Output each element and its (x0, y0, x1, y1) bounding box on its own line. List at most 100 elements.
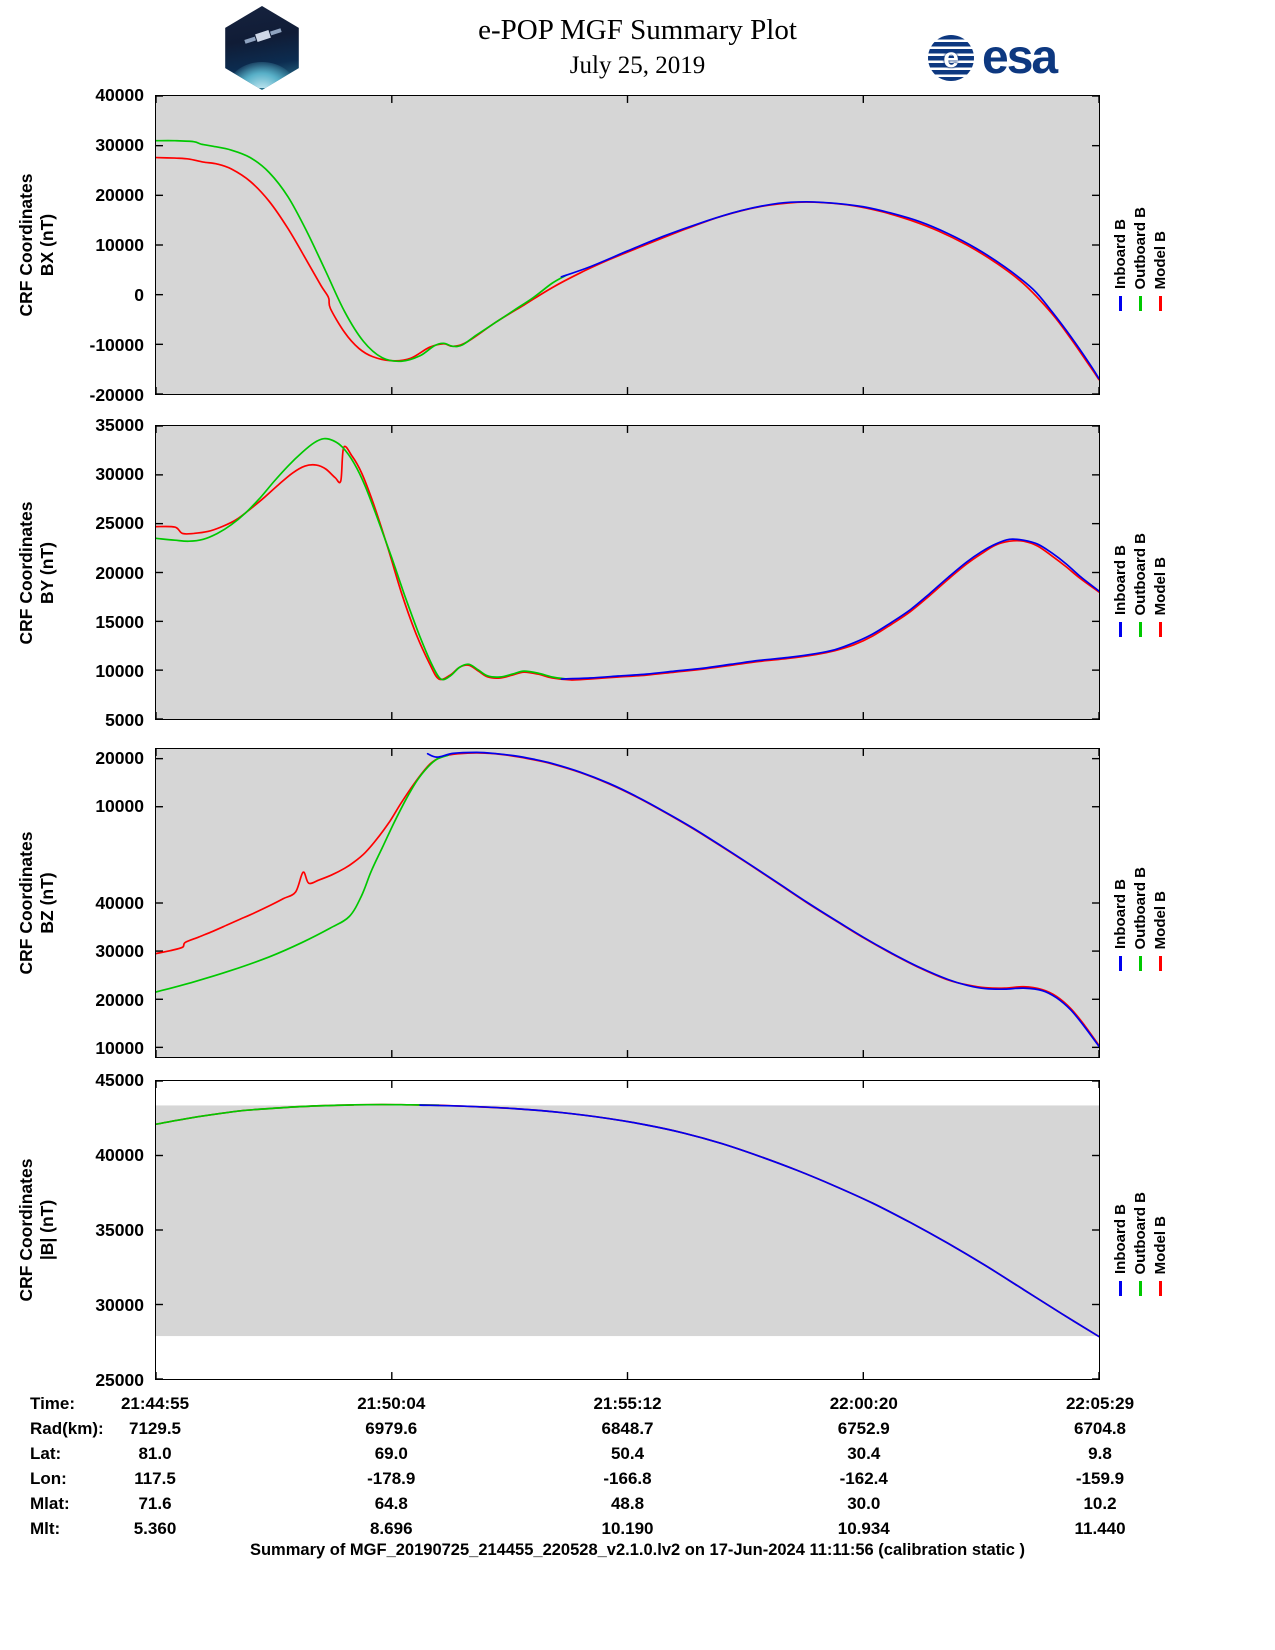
table-cell: 30.0 (847, 1494, 881, 1513)
table-cell: 8.696 (369, 1519, 413, 1538)
legend-color-mark (1119, 1281, 1122, 1296)
plot-background (156, 1105, 1099, 1337)
legend-color-mark (1119, 296, 1122, 311)
table-cell: 10.190 (601, 1519, 654, 1538)
table-cell: 22:05:29 (1065, 1394, 1135, 1413)
y-tick-label: 20000 (95, 562, 144, 583)
legend-label: Inboard B (1112, 219, 1129, 289)
y-tick-label: 20000 (95, 185, 144, 205)
plot-title: e-POP MGF Summary Plot (478, 14, 797, 46)
table-cell: 21:50:04 (357, 1394, 426, 1413)
table-cell: 30.4 (847, 1444, 881, 1463)
table-cell: 7129.5 (129, 1419, 181, 1438)
series-line-inboard-b (560, 538, 1099, 680)
y-tick-label: 5000 (105, 710, 144, 730)
legend-by: Inboard B Outboard B Model B (1112, 455, 1169, 638)
table-cell: 10.934 (837, 1519, 890, 1538)
y-tick-label: 20000 (95, 747, 144, 768)
table-row-label: Mlat: (30, 1494, 70, 1513)
legend-entry: Model B (1152, 231, 1169, 311)
legend-color-mark (1159, 622, 1162, 638)
y-tick-label: 15000 (95, 611, 144, 632)
legend-label: Model B (1152, 230, 1169, 289)
series-line-inboard-b (426, 751, 1099, 1048)
legend-label: Outboard B (1132, 866, 1149, 950)
legend-label: Inboard B (1112, 1204, 1129, 1274)
footer-summary: Summary of MGF_20190725_214455_220528_v2… (249, 1541, 1026, 1559)
table-cell: -178.9 (367, 1469, 416, 1488)
legend-color-mark (1119, 956, 1122, 972)
legend-entry: Inboard B (1112, 879, 1129, 972)
table-cell: 50.4 (610, 1444, 645, 1463)
table-cell: 6704.8 (1074, 1419, 1126, 1438)
table-cell: 11.440 (1074, 1519, 1126, 1538)
legend-color-mark (1159, 296, 1162, 311)
esa-wordmark: esa (982, 31, 1058, 84)
plot-background (156, 749, 1099, 1057)
y-tick-label: 25000 (95, 1370, 144, 1390)
legend-label: Inboard B (1112, 545, 1129, 616)
table-cell: 117.5 (134, 1469, 176, 1488)
legend-color-mark (1159, 956, 1162, 972)
y-tick-label: 40000 (95, 85, 144, 105)
y-tick-label: 35000 (95, 1220, 144, 1240)
legend-color-mark (1139, 622, 1142, 638)
legend-bmag: Inboard B Outboard B Model B (1112, 1110, 1169, 1296)
legend-label: Outboard B (1132, 1191, 1149, 1275)
y-tick-label: 10000 (95, 235, 144, 255)
legend-entry: Model B (1152, 890, 1169, 972)
y-tick-label: 45000 (95, 1070, 144, 1090)
legend-entry: Inboard B (1112, 219, 1129, 311)
legend-label: Model B (1152, 557, 1169, 616)
legend-entry: Inboard B (1112, 545, 1129, 638)
table-cell: -162.4 (839, 1469, 888, 1488)
legend-bz: Inboard B Outboard B Model B (1112, 779, 1169, 972)
y-tick-label: 30000 (95, 135, 144, 155)
legend-entry: Inboard B (1112, 1204, 1129, 1296)
y-tick-label: -20000 (89, 385, 145, 405)
table-row-label: Lon: (30, 1469, 67, 1488)
table-cell: 6979.6 (365, 1419, 418, 1438)
legend-color-mark (1139, 956, 1142, 972)
legend-label: Outboard B (1132, 206, 1149, 290)
legend-entry: Outboard B (1132, 1191, 1149, 1296)
y-tick-label: 35000 (95, 415, 144, 435)
legend-label: Inboard B (1112, 879, 1129, 950)
y-tick-label: 10000 (95, 796, 144, 817)
series-line-inboard-b (419, 1104, 1099, 1338)
table-cell: -159.9 (1075, 1469, 1125, 1488)
legend-label: Model B (1152, 890, 1169, 950)
table-cell: 22:00:20 (829, 1394, 898, 1413)
legend-label: Model B (1152, 1215, 1169, 1274)
panel-by (155, 425, 1100, 720)
legend-label: Outboard B (1132, 532, 1149, 616)
table-cell: 71.6 (138, 1494, 172, 1513)
y-tick-label: -10000 (89, 335, 145, 355)
legend-color-mark (1159, 1281, 1162, 1296)
y-tick-label: 10000 (95, 1038, 144, 1059)
series-line-outboard-b (156, 1103, 440, 1126)
legend-color-mark (1139, 1281, 1142, 1296)
y-tick-label: 40000 (95, 1145, 144, 1165)
y-tick-label: 30000 (95, 941, 144, 962)
table-cell: 6848.7 (601, 1419, 654, 1438)
table-cell: 81.0 (138, 1444, 172, 1463)
y-tick-label: 30000 (95, 464, 144, 485)
y-tick-label: 40000 (95, 893, 144, 913)
plot-background (156, 426, 1099, 719)
table-row-label: Mlt: (30, 1519, 61, 1538)
panel-bmag (155, 1080, 1100, 1380)
table-cell: 5.360 (133, 1519, 177, 1538)
panel-bx (155, 95, 1100, 395)
plot-date: July 25, 2019 (569, 52, 706, 79)
y-tick-label: 25000 (95, 513, 144, 534)
table-cell: 69.0 (374, 1444, 408, 1463)
series-line-model-b (156, 445, 1099, 681)
table-row-label: Time: (30, 1394, 76, 1413)
legend-bx: Inboard B Outboard B Model B (1112, 125, 1169, 311)
esa-globe-icon: e (928, 35, 974, 81)
table-cell: -166.8 (603, 1469, 652, 1488)
legend-color-mark (1119, 622, 1122, 638)
table-row-label: Rad(km): (30, 1419, 104, 1438)
